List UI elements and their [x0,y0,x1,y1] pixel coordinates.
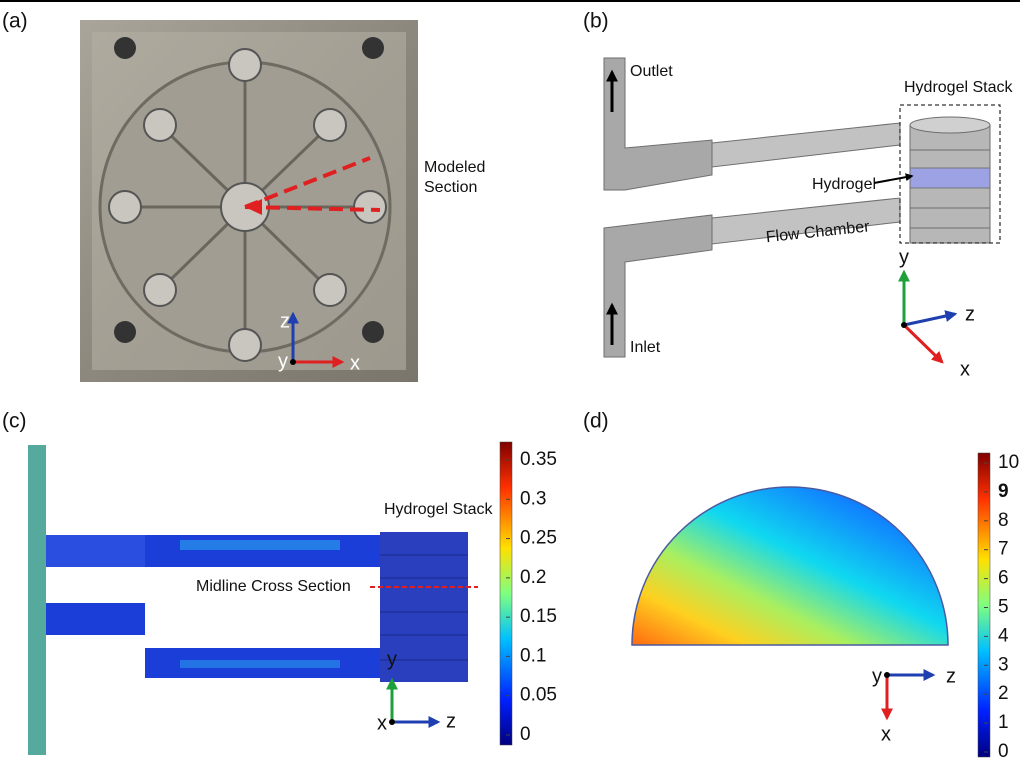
colorbar-label: 8 [998,510,1009,531]
colorbar-label: 0.35 [520,449,557,470]
axis-label: z [965,303,975,325]
axis-label: x [881,723,891,745]
colorbar [978,453,990,757]
panel-label: (b) [583,10,609,33]
cross-section [632,487,948,645]
axis-label: x [960,358,970,380]
axis-label: x [377,712,387,734]
colorbar-label: 0.3 [520,488,546,509]
figure: (a) Modeled Section z y x (b) Outlet Inl… [0,0,1020,761]
colorbar-label: 0 [998,741,1009,761]
colorbar-label: 0 [520,724,531,745]
axis-label: y [387,648,397,670]
colorbar-label: 10 [998,452,1019,473]
panel-label: (c) [2,410,27,433]
annotation: Outlet [630,63,673,80]
axis-label: x [350,352,360,374]
annotation: Hydrogel Stack [904,79,1013,96]
annotation: Midline Cross Section [196,578,351,595]
annotation: Hydrogel [812,176,876,193]
axis-origin [884,672,890,678]
colorbar [500,442,512,745]
model-geometry [604,58,990,357]
colorbar-label: 0.15 [520,606,557,627]
axis-origin [389,719,395,725]
panel-label: (d) [583,410,609,433]
axis-arrow [904,325,942,362]
photo [80,20,418,382]
colorbar-label: 6 [998,568,1009,589]
annotation: Inlet [630,339,661,356]
colorbar-label: 0.2 [520,567,546,588]
axis-label: z [280,310,290,332]
pointer [874,176,912,183]
annotation: Hydrogel Stack [384,501,493,518]
axis-label: y [872,665,882,687]
axis-origin [290,359,296,365]
colorbar-label: 2 [998,683,1009,704]
panel-label: (a) [2,10,28,33]
colorbar-label: 4 [998,625,1009,646]
axis-origin [901,322,907,328]
annotation: Modeled [424,159,485,176]
colorbar-label: 0.25 [520,528,557,549]
colorbar-label: 1 [998,712,1009,733]
colorbar-label: 3 [998,654,1009,675]
axis-label: z [446,710,456,732]
colorbar-label: 5 [998,597,1009,618]
colorbar-label: 7 [998,539,1009,560]
colorbar-label: 0.1 [520,645,546,666]
annotation: Section [424,179,477,196]
colorbar-label: 0.05 [520,685,557,706]
axis-arrow [904,314,955,325]
axis-label: y [278,350,288,372]
colorbar-label: 9 [998,481,1009,502]
axis-label: y [899,246,909,268]
axis-label: z [946,665,956,687]
velocity-field [28,445,468,755]
